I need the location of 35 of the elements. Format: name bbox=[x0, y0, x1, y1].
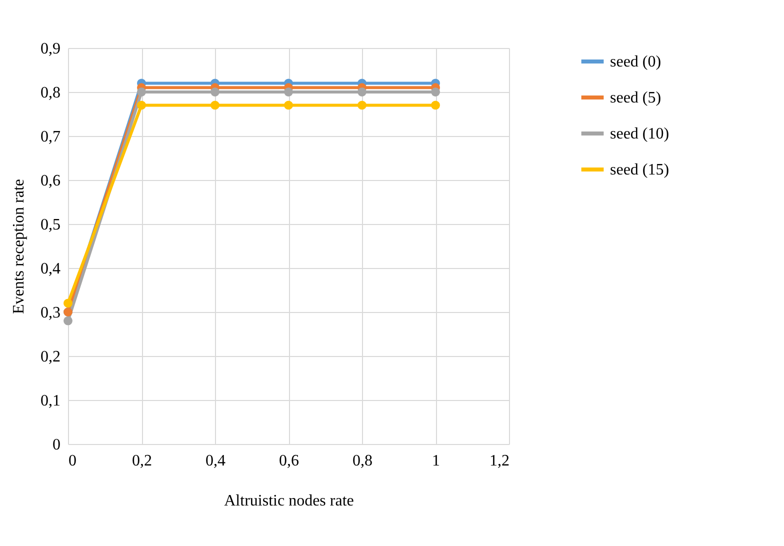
y-tick-label: 0,6 bbox=[40, 172, 60, 190]
legend-label: seed (5) bbox=[610, 90, 662, 106]
point bbox=[358, 88, 366, 96]
x-tick-label: 0,4 bbox=[206, 452, 226, 470]
point bbox=[358, 100, 366, 110]
x-axis-title: Altruistic nodes rate bbox=[224, 492, 354, 510]
legend-label: seed (0) bbox=[610, 54, 662, 70]
x-tick-label: 1,2 bbox=[490, 452, 510, 470]
x-tick-label: 0,2 bbox=[132, 452, 152, 470]
y-axis-title: Events reception rate bbox=[10, 178, 28, 314]
point bbox=[284, 88, 293, 96]
y-tick-label: 0,4 bbox=[40, 260, 60, 278]
y-tick-label: 0,2 bbox=[40, 348, 60, 366]
y-tick-label: 0,7 bbox=[40, 128, 60, 146]
x-tick-label: 1 bbox=[432, 452, 440, 470]
x-tick-label: 0,6 bbox=[279, 452, 299, 470]
point bbox=[137, 88, 146, 96]
x-tick-label: 0 bbox=[68, 452, 76, 470]
point bbox=[210, 100, 220, 110]
y-tick-label: 0,1 bbox=[40, 392, 60, 410]
y-tick-label: 0,9 bbox=[40, 40, 60, 58]
point bbox=[284, 100, 293, 110]
y-tick-label: 0 bbox=[52, 436, 60, 454]
legend-label: seed (15) bbox=[610, 162, 670, 178]
point bbox=[64, 298, 72, 308]
y-tick-label: 0,8 bbox=[40, 84, 60, 102]
point bbox=[431, 100, 440, 110]
y-tick-label: 0,3 bbox=[40, 304, 60, 322]
legend-label: seed (10) bbox=[610, 126, 670, 142]
point bbox=[210, 88, 220, 96]
point bbox=[431, 88, 440, 96]
x-tick-label: 0,8 bbox=[352, 452, 372, 470]
point bbox=[137, 100, 146, 110]
y-tick-label: 0,5 bbox=[40, 216, 60, 234]
point bbox=[64, 316, 72, 326]
